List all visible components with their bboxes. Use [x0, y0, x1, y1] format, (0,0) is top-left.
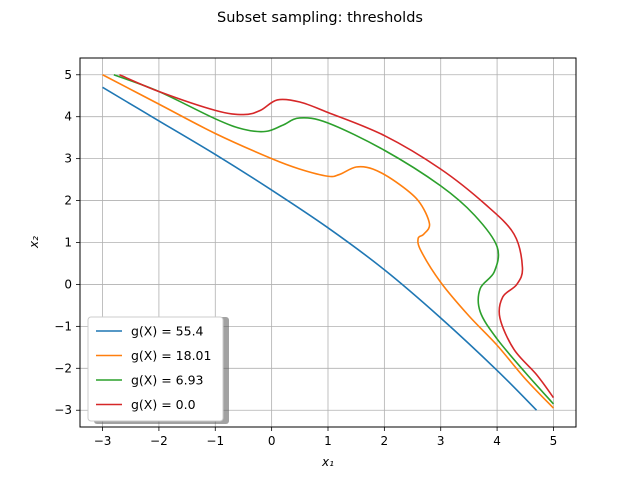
x-tick-label: 1	[324, 434, 332, 448]
legend-label-3: g(X) = 6.93	[131, 373, 204, 388]
y-tick-label: 0	[64, 277, 72, 291]
y-tick-label: −1	[54, 319, 72, 333]
x-tick-label: 2	[381, 434, 389, 448]
y-tick-label: 4	[64, 110, 72, 124]
y-axis-label: x₂	[27, 236, 41, 249]
legend: g(X) = 55.4 g(X) = 18.01 g(X) = 6.93 g(X) =…	[87, 316, 229, 424]
x-tick-label: −3	[94, 434, 112, 448]
x-tick-label: 0	[268, 434, 276, 448]
legend-label-1: g(X) = 55.4	[131, 324, 204, 339]
series-line-2	[102, 74, 555, 409]
series-group	[102, 74, 555, 411]
y-axis-ticks: −3 −2 −1 0 1 2 3 4 5	[54, 68, 80, 417]
y-tick-label: −3	[54, 403, 72, 417]
x-tick-label: 3	[437, 434, 445, 448]
x-tick-label: −2	[150, 434, 168, 448]
series-line-3	[113, 74, 555, 405]
x-tick-label: 5	[550, 434, 558, 448]
y-tick-label: 2	[64, 194, 72, 208]
legend-label-2: g(X) = 18.01	[131, 348, 211, 363]
legend-box	[87, 316, 224, 422]
y-tick-label: 1	[64, 236, 72, 250]
series-line-4	[119, 74, 555, 399]
series-line-1	[102, 86, 538, 411]
plot-area-frame	[79, 57, 577, 428]
x-axis-ticks: −3 −2 −1 0 1 2 3 4 5	[94, 427, 558, 448]
x-tick-label: 4	[493, 434, 501, 448]
y-tick-label: 5	[64, 68, 72, 82]
x-axis-label: x₁	[321, 455, 334, 469]
x-tick-label: −1	[206, 434, 224, 448]
y-tick-label: 3	[64, 152, 72, 166]
legend-label-4: g(X) = 0.0	[131, 397, 196, 412]
chart-title: Subset sampling: thresholds	[217, 10, 423, 26]
y-tick-label: −2	[54, 361, 72, 375]
